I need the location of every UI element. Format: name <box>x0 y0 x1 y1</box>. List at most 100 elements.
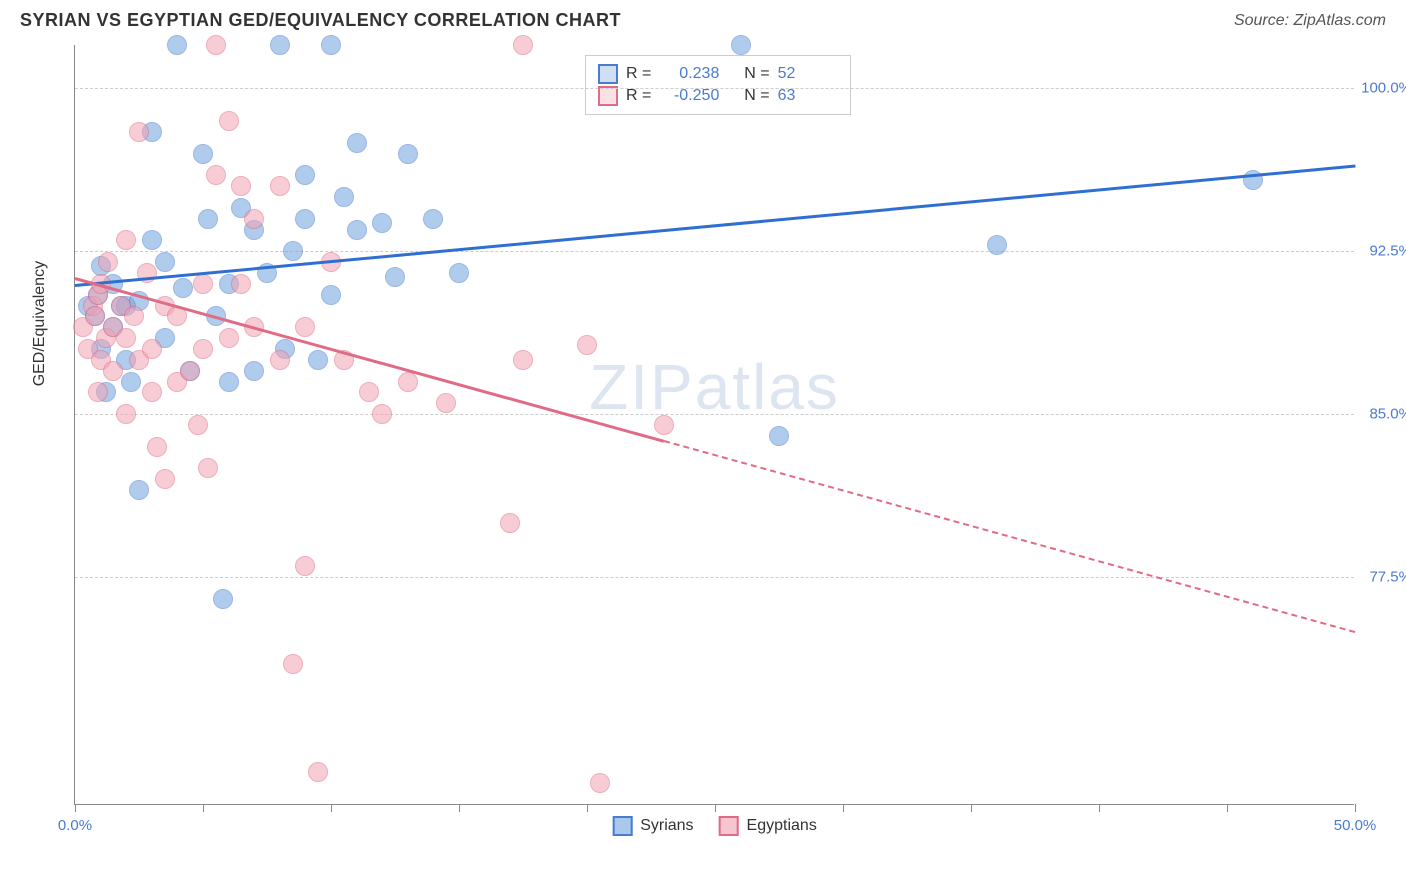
data-point <box>270 176 290 196</box>
xtick <box>1355 804 1356 812</box>
legend-swatch <box>719 816 739 836</box>
legend-swatch <box>598 64 618 84</box>
data-point <box>372 404 392 424</box>
data-point <box>219 328 239 348</box>
data-point <box>85 306 105 326</box>
source-label: Source: ZipAtlas.com <box>1234 12 1386 30</box>
data-point <box>295 209 315 229</box>
data-point <box>142 382 162 402</box>
data-point <box>590 773 610 793</box>
ytick-label: 100.0% <box>1361 80 1406 97</box>
xtick <box>75 804 76 812</box>
data-point <box>231 274 251 294</box>
xtick-label: 0.0% <box>58 817 92 834</box>
legend-label: Egyptians <box>747 817 817 835</box>
data-point <box>987 235 1007 255</box>
n-value: 52 <box>778 65 838 83</box>
data-point <box>98 252 118 272</box>
data-point <box>231 176 251 196</box>
data-point <box>577 335 597 355</box>
data-point <box>283 654 303 674</box>
xtick <box>459 804 460 812</box>
legend-item: Egyptians <box>719 816 817 836</box>
r-label: R = <box>626 65 651 83</box>
data-point <box>88 382 108 402</box>
data-point <box>219 111 239 131</box>
data-point <box>398 372 418 392</box>
xtick <box>331 804 332 812</box>
data-point <box>385 267 405 287</box>
data-point <box>731 35 751 55</box>
data-point <box>147 437 167 457</box>
data-point <box>142 339 162 359</box>
data-point <box>359 382 379 402</box>
trend-line <box>75 277 665 443</box>
ytick-label: 77.5% <box>1369 569 1406 586</box>
data-point <box>295 556 315 576</box>
data-point <box>155 252 175 272</box>
data-point <box>295 165 315 185</box>
data-point <box>500 513 520 533</box>
data-point <box>436 393 456 413</box>
data-point <box>129 122 149 142</box>
data-point <box>513 35 533 55</box>
gridline <box>75 88 1354 89</box>
chart-title: SYRIAN VS EGYPTIAN GED/EQUIVALENCY CORRE… <box>20 10 621 31</box>
legend-stat-row: R =0.238 N =52 <box>598 64 838 84</box>
data-point <box>193 339 213 359</box>
data-point <box>116 230 136 250</box>
trend-line <box>75 164 1355 286</box>
data-point <box>219 372 239 392</box>
data-point <box>270 350 290 370</box>
xtick-label: 50.0% <box>1334 817 1377 834</box>
n-label: N = <box>744 87 769 105</box>
r-value: 0.238 <box>659 65 719 83</box>
plot-area: ZIPatlas R =0.238 N =52R =-0.250 N =63 S… <box>74 45 1354 805</box>
data-point <box>142 230 162 250</box>
data-point <box>188 415 208 435</box>
data-point <box>449 263 469 283</box>
data-point <box>654 415 674 435</box>
data-point <box>116 328 136 348</box>
data-point <box>244 209 264 229</box>
data-point <box>155 469 175 489</box>
r-label: R = <box>626 87 651 105</box>
xtick <box>1227 804 1228 812</box>
data-point <box>198 458 218 478</box>
data-point <box>193 274 213 294</box>
legend-stats: R =0.238 N =52R =-0.250 N =63 <box>585 55 851 115</box>
gridline <box>75 414 1354 415</box>
data-point <box>308 762 328 782</box>
ytick-label: 92.5% <box>1369 243 1406 260</box>
data-point <box>198 209 218 229</box>
data-point <box>270 35 290 55</box>
data-point <box>347 220 367 240</box>
xtick <box>587 804 588 812</box>
data-point <box>321 35 341 55</box>
data-point <box>124 306 144 326</box>
data-point <box>180 361 200 381</box>
xtick <box>971 804 972 812</box>
data-point <box>167 35 187 55</box>
data-point <box>334 187 354 207</box>
data-point <box>206 165 226 185</box>
xtick <box>843 804 844 812</box>
data-point <box>372 213 392 233</box>
data-point <box>423 209 443 229</box>
r-value: -0.250 <box>659 87 719 105</box>
trend-line <box>664 440 1356 633</box>
data-point <box>244 361 264 381</box>
data-point <box>347 133 367 153</box>
data-point <box>513 350 533 370</box>
data-point <box>213 589 233 609</box>
legend-label: Syrians <box>640 817 693 835</box>
y-axis-label: GED/Equivalency <box>31 261 49 386</box>
data-point <box>308 350 328 370</box>
chart-container: GED/Equivalency ZIPatlas R =0.238 N =52R… <box>50 45 1390 835</box>
xtick <box>203 804 204 812</box>
data-point <box>173 278 193 298</box>
data-point <box>103 361 123 381</box>
n-value: 63 <box>778 87 838 105</box>
data-point <box>769 426 789 446</box>
data-point <box>193 144 213 164</box>
